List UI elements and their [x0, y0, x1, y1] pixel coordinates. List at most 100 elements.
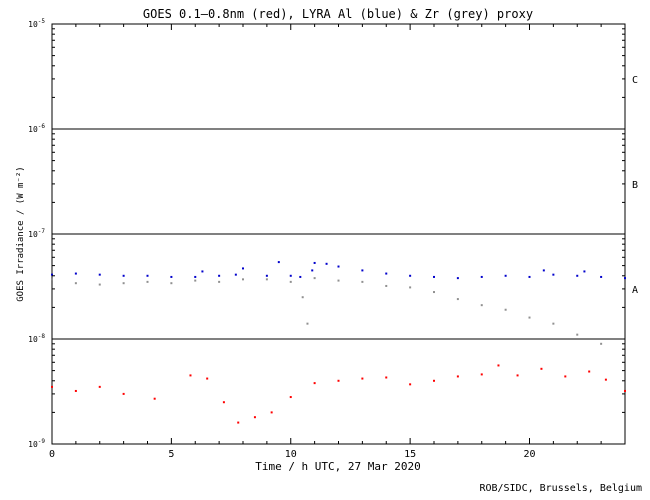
- data-point: [504, 274, 507, 277]
- data-point: [433, 379, 435, 382]
- data-point: [456, 298, 459, 301]
- class-label: B: [632, 180, 638, 191]
- data-point: [624, 277, 626, 280]
- data-point: [552, 273, 555, 276]
- data-point: [194, 275, 197, 278]
- data-point: [153, 397, 156, 400]
- data-point: [600, 275, 603, 278]
- y-tick-exponent: -5: [38, 18, 46, 25]
- data-point: [528, 316, 531, 319]
- data-point: [409, 383, 412, 386]
- y-tick-label: 10-7: [28, 228, 45, 239]
- data-point: [51, 273, 53, 276]
- flare-class-lines: [52, 128, 625, 340]
- y-tick-exponent: -7: [38, 228, 46, 235]
- data-point: [480, 373, 483, 376]
- x-tick-label: 15: [404, 449, 416, 460]
- data-point: [433, 291, 435, 294]
- data-point: [299, 275, 302, 278]
- y-tick-label: 10-8: [28, 333, 45, 344]
- data-point: [242, 278, 244, 281]
- data-point: [311, 269, 314, 272]
- data-point: [237, 421, 240, 424]
- x-axis-label: Time / h UTC, 27 Mar 2020: [255, 460, 421, 473]
- data-point: [146, 274, 149, 277]
- data-point: [146, 280, 149, 283]
- series-2: [51, 277, 626, 357]
- data-point: [270, 411, 273, 414]
- y-tick-exponent: -8: [38, 333, 46, 340]
- data-point: [540, 367, 543, 370]
- data-point: [74, 282, 77, 285]
- credit-text: ROB/SIDC, Brussels, Belgium: [479, 483, 642, 494]
- data-point: [564, 375, 567, 378]
- data-point: [253, 416, 256, 419]
- y-tick-base: 10: [28, 230, 38, 239]
- data-point: [385, 284, 388, 287]
- x-tick-label: 0: [49, 449, 55, 460]
- data-point: [122, 392, 125, 395]
- data-point: [361, 280, 364, 283]
- y-axis: 10-910-810-710-610-5: [28, 18, 625, 449]
- data-point: [624, 389, 626, 392]
- data-point: [409, 274, 412, 277]
- data-point: [265, 278, 268, 281]
- x-tick-label: 5: [168, 449, 174, 460]
- class-label: A: [632, 285, 638, 296]
- data-point: [265, 274, 268, 277]
- data-point: [289, 396, 292, 399]
- data-point: [74, 272, 77, 275]
- data-point: [306, 322, 309, 325]
- flare-class-labels: A B C: [632, 75, 638, 296]
- x-tick-label: 20: [523, 449, 535, 460]
- y-tick-label: 10-5: [28, 18, 45, 29]
- data-point: [409, 286, 412, 289]
- data-point: [504, 308, 507, 311]
- data-point: [385, 376, 388, 379]
- series-0: [51, 364, 626, 424]
- data-point: [74, 389, 77, 392]
- data-point: [583, 270, 586, 273]
- data-point: [222, 401, 225, 404]
- y-tick-exponent: -9: [38, 438, 46, 445]
- data-point: [576, 274, 579, 277]
- data-point: [234, 273, 237, 276]
- data-point: [201, 270, 204, 273]
- data-point: [51, 278, 53, 281]
- y-tick-label: 10-6: [28, 123, 45, 134]
- data-point: [51, 385, 53, 388]
- data-point: [337, 379, 340, 382]
- data-point: [456, 375, 459, 378]
- data-point: [337, 279, 340, 282]
- data-point: [313, 382, 316, 385]
- chart-title: GOES 0.1–0.8nm (red), LYRA Al (blue) & Z…: [143, 7, 533, 21]
- data-point: [480, 304, 483, 307]
- x-axis: 0 5 10 15 20: [49, 24, 626, 460]
- data-point: [313, 277, 316, 280]
- y-tick-base: 10: [28, 125, 38, 134]
- data-point: [98, 283, 101, 286]
- data-point: [98, 385, 101, 388]
- data-point: [122, 282, 125, 285]
- data-point: [552, 322, 555, 325]
- y-tick-base: 10: [28, 440, 38, 449]
- x-tick-label: 10: [285, 449, 297, 460]
- y-tick-exponent: -6: [38, 123, 46, 130]
- data-point: [289, 280, 292, 283]
- data-point: [361, 269, 364, 272]
- data-point: [313, 261, 316, 264]
- y-tick-label: 10-9: [28, 438, 45, 449]
- data-point: [218, 280, 221, 283]
- data-point: [588, 370, 591, 373]
- y-tick-base: 10: [28, 20, 38, 29]
- data-point: [194, 279, 197, 282]
- data-point: [528, 275, 531, 278]
- data-point: [604, 378, 607, 381]
- data-point: [516, 374, 519, 377]
- data-point: [242, 267, 244, 270]
- data-point: [456, 277, 459, 280]
- data-point: [170, 282, 173, 285]
- data-point: [289, 274, 292, 277]
- data-point: [325, 262, 328, 265]
- data-point: [277, 261, 280, 264]
